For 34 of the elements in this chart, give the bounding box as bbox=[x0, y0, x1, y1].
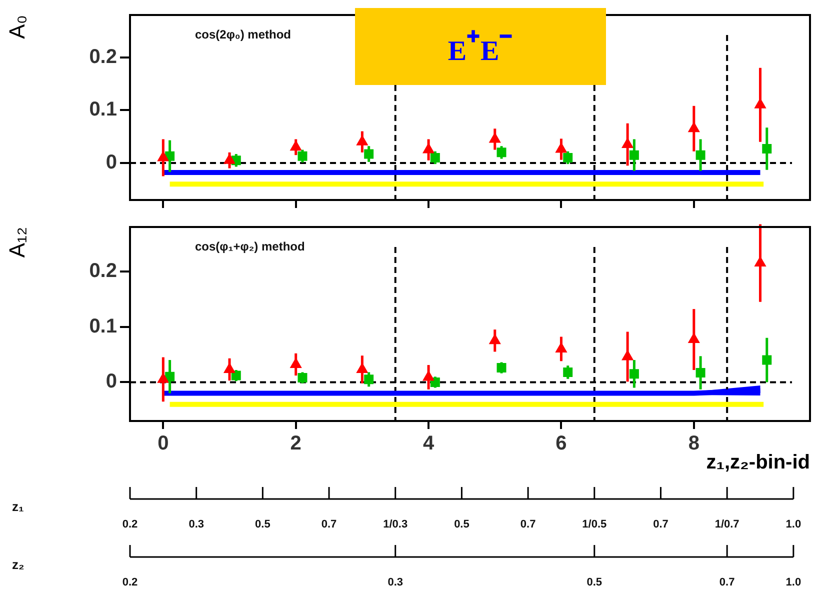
x-axis-title: z₁,z₂-bin-id bbox=[706, 452, 810, 474]
text: 0.7 bbox=[321, 518, 337, 531]
text: 0.7 bbox=[719, 576, 735, 589]
text: 1/0.3 bbox=[383, 518, 408, 531]
text: 0.5 bbox=[586, 576, 602, 589]
annotation: cos(2φ₀) method bbox=[195, 27, 291, 42]
text: 0.3 bbox=[388, 576, 404, 589]
y-tick-label: 0.2 bbox=[89, 260, 117, 282]
y-axis-title: A₁₂ bbox=[4, 227, 30, 258]
x-tick-label: 2 bbox=[290, 432, 302, 455]
text: z₂ bbox=[12, 557, 24, 572]
text: 1/0.5 bbox=[582, 518, 607, 531]
text: z₁ bbox=[12, 499, 24, 514]
x-tick-label: 4 bbox=[422, 432, 435, 455]
text: 1.0 bbox=[786, 518, 802, 531]
text: 0.3 bbox=[188, 518, 204, 531]
text: 0.2 bbox=[122, 518, 138, 531]
text: 1/0.7 bbox=[714, 518, 740, 531]
text: 0.5 bbox=[255, 518, 270, 531]
y-tick-label: 0.1 bbox=[89, 98, 117, 121]
text: 0.7 bbox=[520, 518, 536, 531]
x-tick-label: 8 bbox=[688, 432, 700, 455]
x-tick-label: 6 bbox=[556, 432, 567, 455]
text: 1.0 bbox=[786, 576, 802, 589]
y-tick-label: 0 bbox=[106, 370, 117, 393]
x-tick-label: 0 bbox=[158, 432, 169, 455]
y-tick-label: 0 bbox=[106, 152, 117, 174]
y-tick-label: 0.2 bbox=[89, 46, 117, 68]
text: 0.7 bbox=[653, 518, 668, 531]
y-axis-title: A₀ bbox=[4, 15, 30, 39]
text: 0.2 bbox=[122, 576, 138, 589]
y-tick-label: 0.1 bbox=[89, 315, 117, 338]
annotation: cos(φ₁+φ₂) method bbox=[195, 239, 305, 254]
text: 0.5 bbox=[454, 518, 470, 531]
